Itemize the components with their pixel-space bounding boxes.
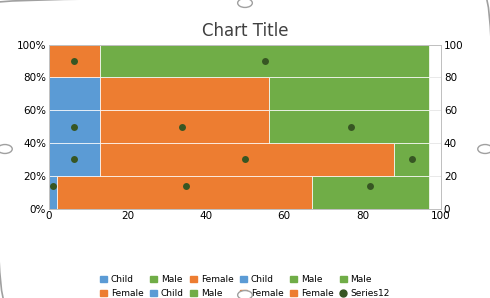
Point (347, 124, 355, 129)
Point (408, 157, 416, 162)
Point (71, 124, 78, 129)
Legend: Child, Female, Male, Child, Female, Male, Child, Female, Male, Female, Male, Ser: Child, Female, Male, Child, Female, Male… (100, 275, 390, 298)
Title: Chart Title: Chart Title (202, 22, 288, 40)
Point (182, 183, 190, 188)
Point (71, 59, 78, 63)
Point (71, 157, 78, 162)
Point (178, 124, 186, 129)
Point (261, 59, 269, 63)
Point (367, 183, 374, 188)
Point (49, 183, 57, 188)
Point (241, 157, 249, 162)
